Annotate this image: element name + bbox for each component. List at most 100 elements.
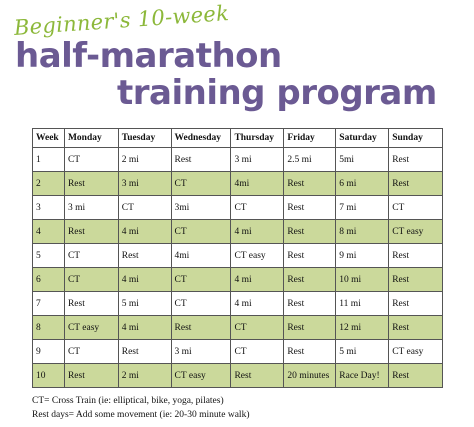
table-header-row: Week Monday Tuesday Wednesday Thursday F… xyxy=(32,128,443,148)
table-cell: 2 mi xyxy=(117,147,172,172)
table-cell: CT xyxy=(117,195,172,220)
table-cell: CT xyxy=(170,219,232,244)
table-cell: Rest xyxy=(283,339,337,364)
table-cell: Rest xyxy=(388,315,443,340)
table-cell: Rest xyxy=(63,363,119,388)
page-title-line-1: half-marathon xyxy=(15,36,282,76)
table-cell: CT xyxy=(230,339,285,364)
table-cell: 2 mi xyxy=(117,363,172,388)
table-cell: 4 mi xyxy=(117,315,172,340)
table-cell: Rest xyxy=(388,171,443,196)
table-cell: Race Day! xyxy=(335,363,390,388)
table-cell: CT xyxy=(230,315,285,340)
table-cell: Rest xyxy=(388,291,443,316)
table-cell: 6 mi xyxy=(335,171,390,196)
page-title-line-2: training program xyxy=(117,73,437,113)
table-row: 2 Rest 3 mi CT 4mi Rest 6 mi Rest xyxy=(32,171,443,196)
table-cell: 4 mi xyxy=(117,219,172,244)
table-cell: 8 mi xyxy=(335,219,390,244)
column-header-wednesday: Wednesday xyxy=(170,128,232,148)
table-cell: 4 xyxy=(32,219,65,244)
table-cell: Rest xyxy=(63,291,119,316)
table-cell: 5 xyxy=(32,243,65,268)
table-cell: 12 mi xyxy=(335,315,390,340)
table-cell: 6 xyxy=(32,267,65,292)
footnote-cross-train: CT= Cross Train (ie: elliptical, bike, y… xyxy=(32,396,224,406)
table-cell: 3mi xyxy=(170,195,232,220)
table-cell: Rest xyxy=(388,147,443,172)
training-schedule-table: Week Monday Tuesday Wednesday Thursday F… xyxy=(32,128,443,388)
table-cell: 3 xyxy=(32,195,65,220)
table-cell: 9 mi xyxy=(335,243,390,268)
table-cell: 3 mi xyxy=(63,195,119,220)
table-cell: 4mi xyxy=(230,171,285,196)
table-cell: CT xyxy=(63,339,119,364)
table-cell: 4 mi xyxy=(230,219,285,244)
table-cell: CT xyxy=(170,267,232,292)
column-header-tuesday: Tuesday xyxy=(117,128,172,148)
table-cell: Rest xyxy=(283,195,337,220)
table-cell: 8 xyxy=(32,315,65,340)
table-cell: 7 xyxy=(32,291,65,316)
table-row: 5 CT Rest 4mi CT easy Rest 9 mi Rest xyxy=(32,243,443,268)
table-cell: CT easy xyxy=(170,363,232,388)
table-row: 1 CT 2 mi Rest 3 mi 2.5 mi 5mi Rest xyxy=(32,147,443,172)
column-header-monday: Monday xyxy=(63,128,119,148)
table-cell: 10 mi xyxy=(335,267,390,292)
table-cell: Rest xyxy=(283,171,337,196)
table-cell: CT xyxy=(388,195,443,220)
column-header-sunday: Sunday xyxy=(388,128,443,148)
table-cell: Rest xyxy=(283,291,337,316)
table-cell: 7 mi xyxy=(335,195,390,220)
table-cell: 3 mi xyxy=(170,339,232,364)
table-cell: Rest xyxy=(388,363,443,388)
table-cell: Rest xyxy=(63,219,119,244)
table-cell: Rest xyxy=(283,219,337,244)
table-cell: Rest xyxy=(170,315,232,340)
table-cell: CT xyxy=(63,147,119,172)
table-cell: 3 mi xyxy=(230,147,285,172)
table-cell: Rest xyxy=(283,243,337,268)
footnotes: CT= Cross Train (ie: elliptical, bike, y… xyxy=(32,394,250,422)
table-cell: 4 mi xyxy=(117,267,172,292)
table-cell: 11 mi xyxy=(335,291,390,316)
table-cell: 4mi xyxy=(170,243,232,268)
table-cell: CT xyxy=(170,291,232,316)
table-cell: CT easy xyxy=(388,339,443,364)
footnote-rest-days: Rest days= Add some movement (ie: 20-30 … xyxy=(32,410,250,420)
table-cell: 5mi xyxy=(335,147,390,172)
table-cell: Rest xyxy=(170,147,232,172)
table-cell: 2.5 mi xyxy=(283,147,337,172)
table-cell: CT xyxy=(63,243,119,268)
table-cell: 10 xyxy=(32,363,65,388)
table-row: 10 Rest 2 mi CT easy Rest 20 minutes Rac… xyxy=(32,363,443,388)
table-row: 3 3 mi CT 3mi CT Rest 7 mi CT xyxy=(32,195,443,220)
table-cell: Rest xyxy=(117,339,172,364)
table-cell: 5 mi xyxy=(335,339,390,364)
table-cell: Rest xyxy=(117,243,172,268)
script-subtitle: Beginner's 10-week xyxy=(13,0,230,40)
table-cell: CT xyxy=(230,195,285,220)
column-header-thursday: Thursday xyxy=(230,128,285,148)
column-header-saturday: Saturday xyxy=(335,128,390,148)
table-cell: CT easy xyxy=(230,243,285,268)
table-cell: Rest xyxy=(388,243,443,268)
table-row: 4 Rest 4 mi CT 4 mi Rest 8 mi CT easy xyxy=(32,219,443,244)
table-cell: 3 mi xyxy=(117,171,172,196)
column-header-week: Week xyxy=(32,128,65,148)
table-cell: Rest xyxy=(283,315,337,340)
column-header-friday: Friday xyxy=(283,128,337,148)
table-cell: 9 xyxy=(32,339,65,364)
table-cell: 2 xyxy=(32,171,65,196)
table-cell: Rest xyxy=(388,267,443,292)
table-cell: CT easy xyxy=(63,315,119,340)
table-cell: CT easy xyxy=(388,219,443,244)
table-cell: 1 xyxy=(32,147,65,172)
table-cell: Rest xyxy=(230,363,285,388)
table-row: 9 CT Rest 3 mi CT Rest 5 mi CT easy xyxy=(32,339,443,364)
table-row: 8 CT easy 4 mi Rest CT Rest 12 mi Rest xyxy=(32,315,443,340)
table-cell: CT xyxy=(63,267,119,292)
table-row: 6 CT 4 mi CT 4 mi Rest 10 mi Rest xyxy=(32,267,443,292)
table-cell: CT xyxy=(170,171,232,196)
table-cell: 20 minutes xyxy=(283,363,337,388)
